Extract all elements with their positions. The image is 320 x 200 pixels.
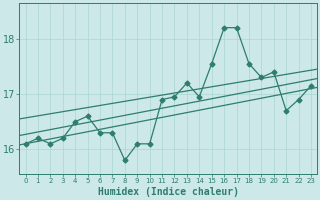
X-axis label: Humidex (Indice chaleur): Humidex (Indice chaleur): [98, 187, 239, 197]
